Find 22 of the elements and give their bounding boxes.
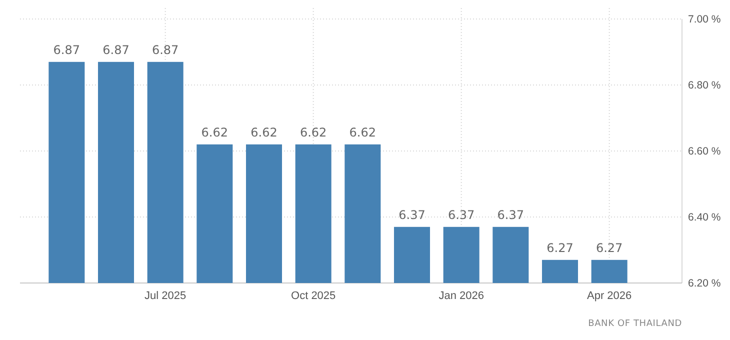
y-tick-label: 6.80 % (688, 79, 721, 92)
data-label: 6.37 (398, 208, 426, 222)
y-tick-label: 7.00 % (688, 13, 721, 26)
x-tick-label: Apr 2026 (587, 290, 632, 302)
x-tick-label: Jul 2025 (144, 290, 186, 302)
data-label: 6.87 (53, 42, 80, 57)
text: BANK OF THAILAND (588, 319, 682, 329)
x-tick-label: Oct 2025 (291, 290, 336, 302)
y-tick-label: 6.40 % (688, 211, 721, 224)
data-label: 6.27 (596, 240, 623, 255)
data-label: 6.62 (300, 125, 327, 140)
y-tick-label: 6.20 % (688, 277, 721, 290)
data-label: 6.87 (102, 42, 130, 57)
x-tick-label: Jan 2026 (438, 290, 484, 302)
data-label: 6.62 (250, 125, 278, 140)
data-label: 6.62 (201, 125, 228, 140)
y-tick-label: 6.60 % (688, 145, 721, 158)
data-label: 6.62 (349, 125, 376, 140)
data-label: 6.87 (152, 42, 179, 57)
data-label: 6.37 (497, 208, 524, 222)
data-label: 6.37 (448, 208, 475, 222)
data-label: 6.27 (546, 240, 574, 255)
